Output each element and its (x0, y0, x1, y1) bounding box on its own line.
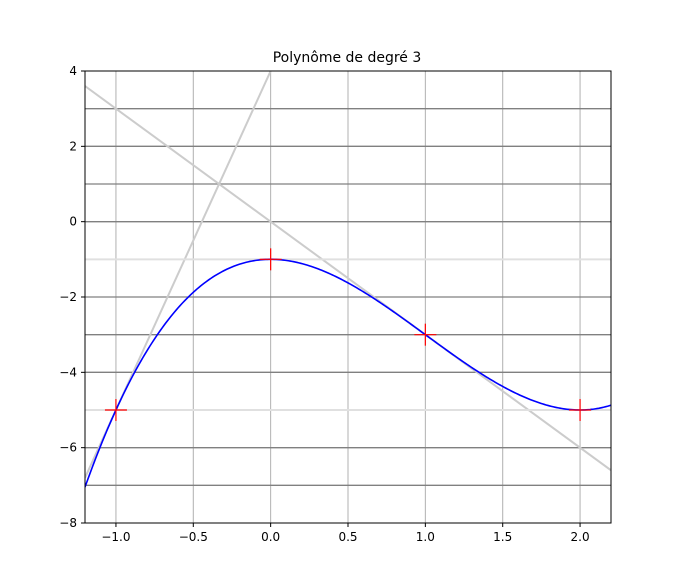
x-tick-label: −1.0 (101, 530, 130, 544)
y-tick-label: 2 (69, 139, 77, 153)
x-tick-label: 1.0 (416, 530, 435, 544)
x-tick-label: 2.0 (571, 530, 590, 544)
tangent-line (85, 85, 611, 472)
y-tick-label: −2 (59, 290, 77, 304)
point-marker (259, 248, 282, 271)
chart-title: Polynôme de degré 3 (273, 50, 422, 66)
x-tick-label: −0.5 (179, 530, 208, 544)
x-tick-label: 0.0 (261, 530, 280, 544)
point-marker (104, 399, 127, 421)
y-tick-label: 0 (69, 215, 77, 229)
y-tick-label: −6 (59, 441, 77, 455)
y-tick-label: −4 (59, 365, 77, 379)
x-tick-label: 1.5 (493, 530, 512, 544)
tangent-line (85, 71, 272, 479)
y-tick-label: −8 (59, 516, 77, 530)
polynomial-curve (85, 258, 611, 488)
y-tick-label: 4 (69, 64, 77, 78)
plot-area: −1.0 −0.5 0.0 0.5 1.0 1.5 2.0 −8 −6 −4 −2 0 2 4 (59, 64, 612, 544)
x-tick-label: 0.5 (338, 530, 357, 544)
point-marker (414, 323, 437, 346)
plot-content (85, 71, 611, 523)
point-marker (569, 399, 592, 421)
